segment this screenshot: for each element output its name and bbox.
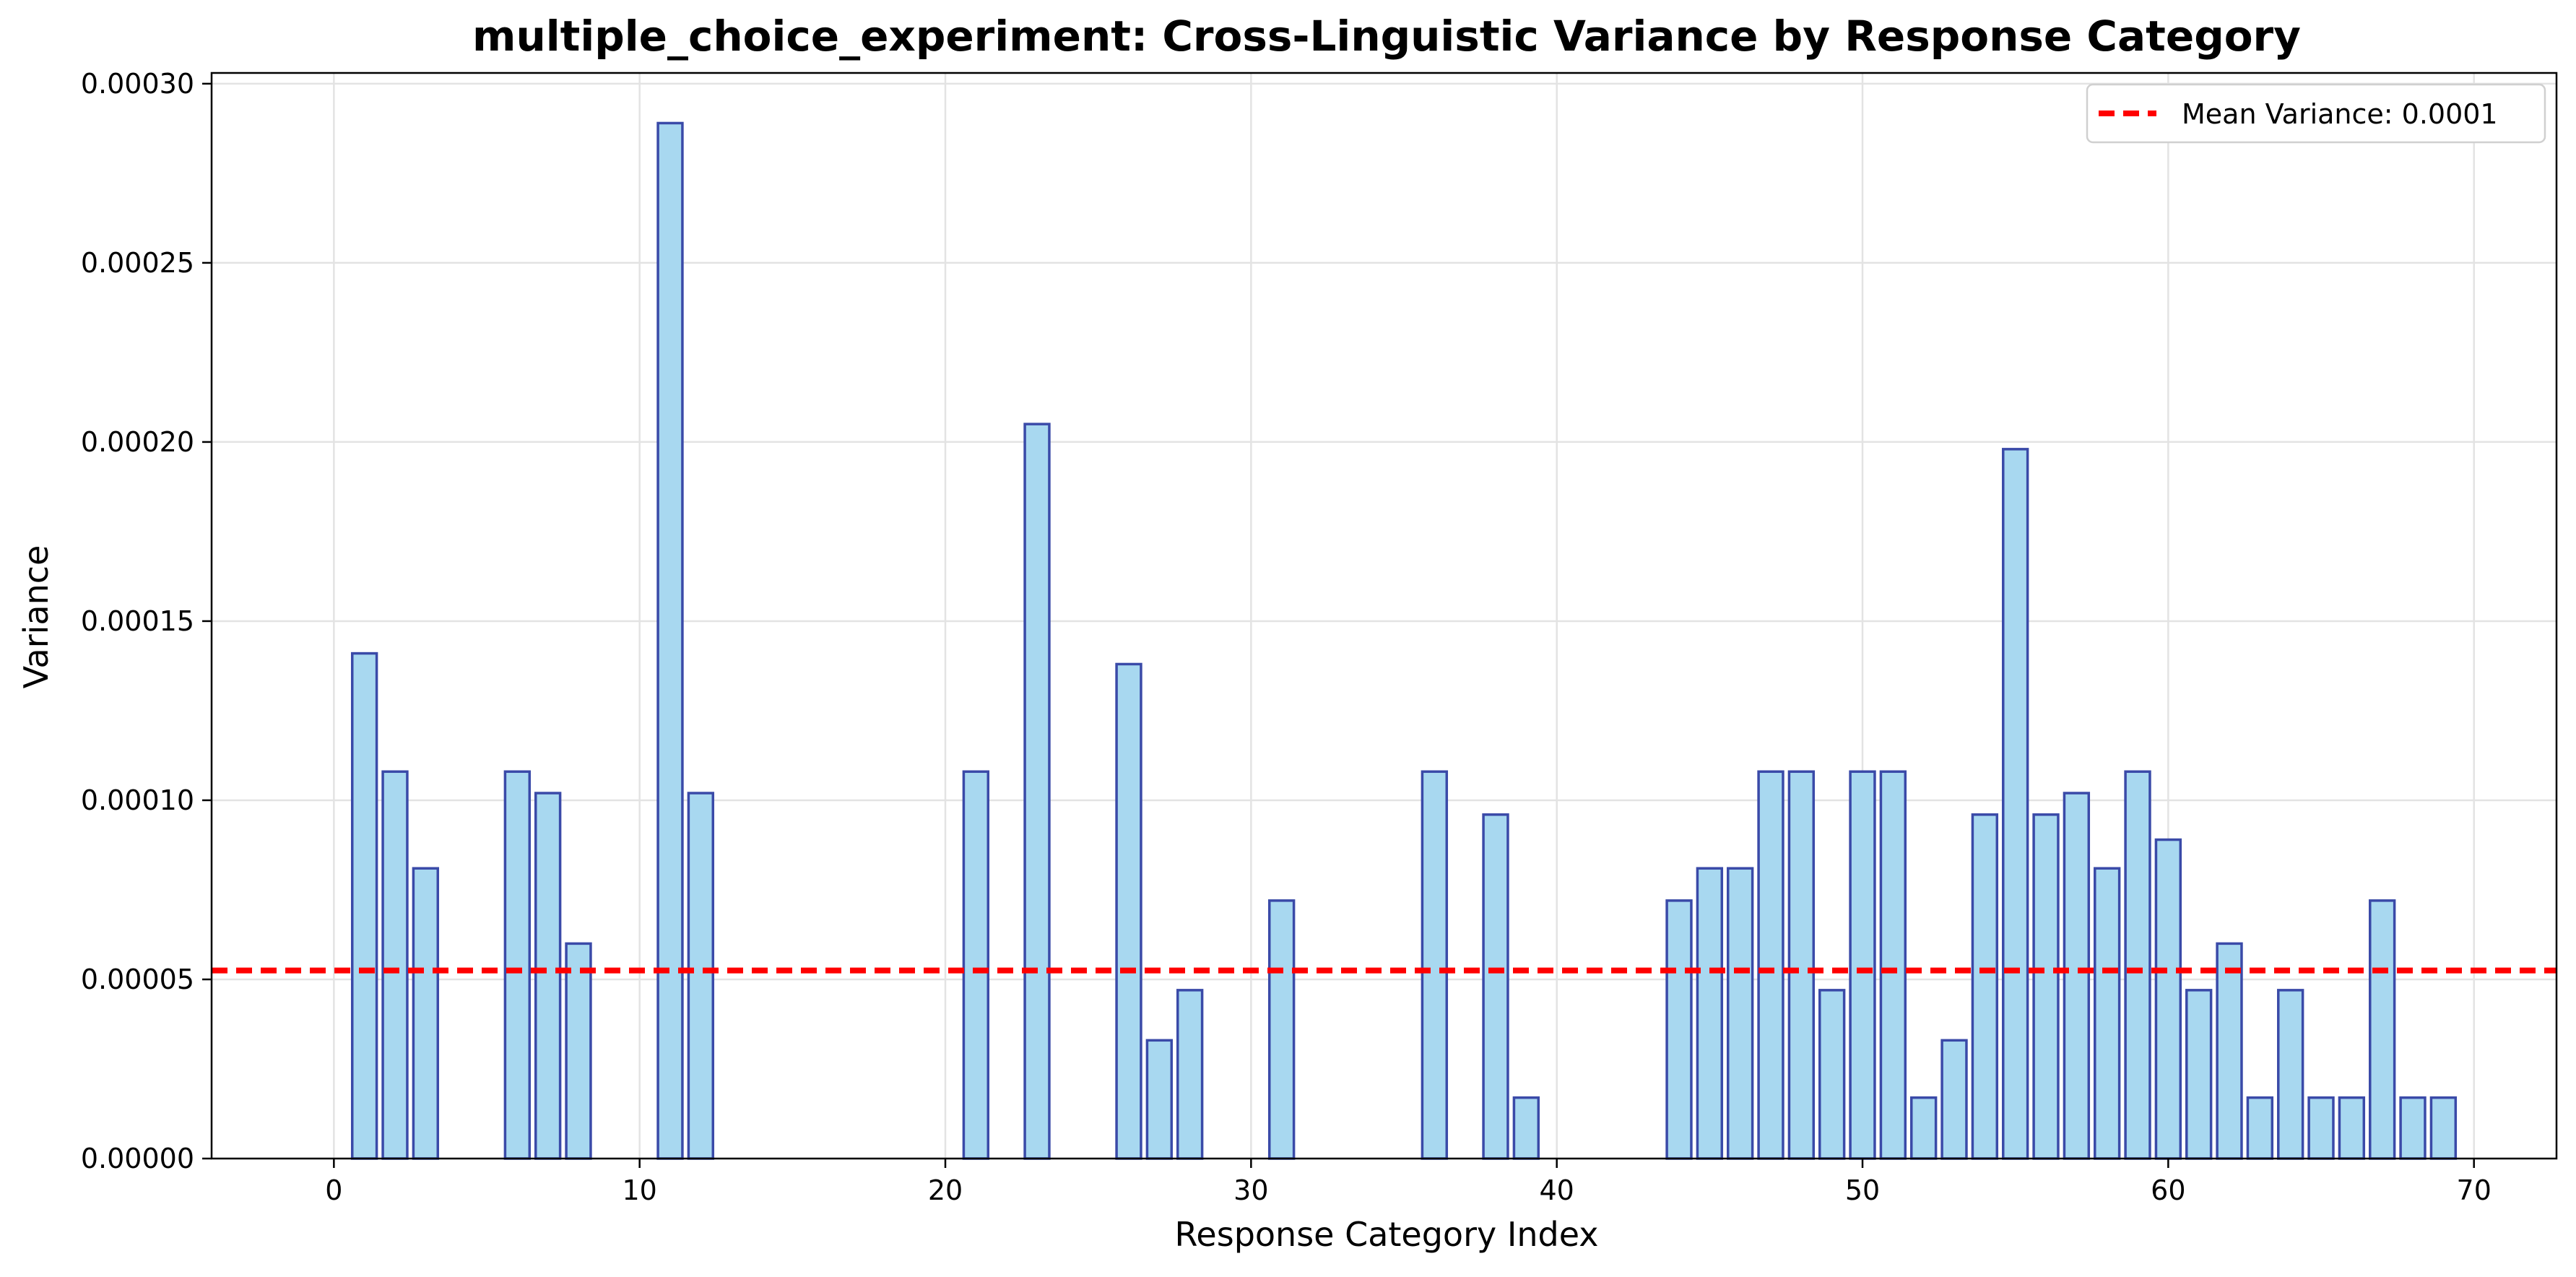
x-tick-label: 40 (1540, 1174, 1574, 1206)
bar (1940, 1039, 1968, 1160)
x-tick-label: 0 (325, 1174, 342, 1206)
y-tick-label: 0.00005 (81, 964, 194, 995)
bar (534, 792, 562, 1160)
bar (1879, 770, 1907, 1160)
y-tick-label: 0.00025 (81, 247, 194, 279)
bar (350, 652, 378, 1160)
bar (2216, 942, 2243, 1160)
plot-frame (210, 72, 2558, 1160)
bar (2429, 1096, 2458, 1160)
bar (1757, 770, 1784, 1160)
bar (412, 867, 440, 1160)
bar (962, 770, 990, 1160)
legend-label: Mean Variance: 0.0001 (2182, 98, 2498, 130)
bar (1145, 1039, 1174, 1160)
bar (2154, 838, 2182, 1160)
bar (2063, 792, 2091, 1160)
y-axis-ticks: 0.00000 0.00005 0.00010 0.00015 0.00020 0.000… (81, 68, 212, 1174)
x-axis-label: Response Category Index (1175, 1215, 1599, 1254)
bar (1787, 770, 1816, 1160)
y-tick-label: 0.00015 (81, 605, 194, 637)
x-tick-label: 70 (2457, 1174, 2492, 1206)
bar (2185, 989, 2213, 1160)
bar (1176, 989, 1204, 1160)
bar (1482, 813, 1509, 1160)
y-tick-label: 0.00010 (81, 784, 194, 816)
bar (2307, 1096, 2335, 1160)
x-axis-ticks: 0 10 20 30 40 50 60 70 (325, 1159, 2492, 1206)
bar (656, 121, 684, 1160)
legend: Mean Variance: 0.0001 (2086, 83, 2546, 144)
bar (1727, 867, 1754, 1160)
chart-title: multiple_choice_experiment: Cross-Lingui… (472, 12, 2301, 61)
bar (2002, 448, 2029, 1160)
x-tick-label: 20 (928, 1174, 963, 1206)
x-tick-label: 10 (622, 1174, 656, 1206)
x-tick-label: 50 (1845, 1174, 1880, 1206)
bar (1696, 867, 1724, 1160)
bars (350, 121, 2458, 1160)
bar (1665, 899, 1693, 1160)
bar (1512, 1096, 1540, 1160)
bar (1849, 770, 1876, 1160)
bar (1023, 423, 1051, 1160)
bar (1115, 662, 1142, 1160)
x-tick-label: 30 (1233, 1174, 1268, 1206)
bar (565, 942, 592, 1160)
y-tick-label: 0.00030 (81, 68, 194, 100)
y-tick-label: 0.00020 (81, 426, 194, 458)
bar (1267, 899, 1296, 1160)
legend-box (2086, 83, 2546, 144)
bar (2094, 867, 2121, 1160)
bar (1910, 1096, 1938, 1160)
y-axis-label: Variance (17, 545, 56, 689)
y-tick-label: 0.00000 (81, 1143, 194, 1174)
bar (2124, 770, 2151, 1160)
bar (2369, 899, 2396, 1160)
bar (2399, 1096, 2427, 1160)
bar (1971, 813, 1999, 1160)
bar (1421, 770, 1449, 1160)
x-tick-label: 60 (2151, 1174, 2185, 1206)
bar (2277, 989, 2304, 1160)
bar (2338, 1096, 2366, 1160)
bar (2032, 813, 2060, 1160)
bar (2246, 1096, 2274, 1160)
bar (1818, 989, 1846, 1160)
bar (381, 770, 409, 1160)
bar (687, 792, 715, 1160)
bar (503, 770, 532, 1160)
